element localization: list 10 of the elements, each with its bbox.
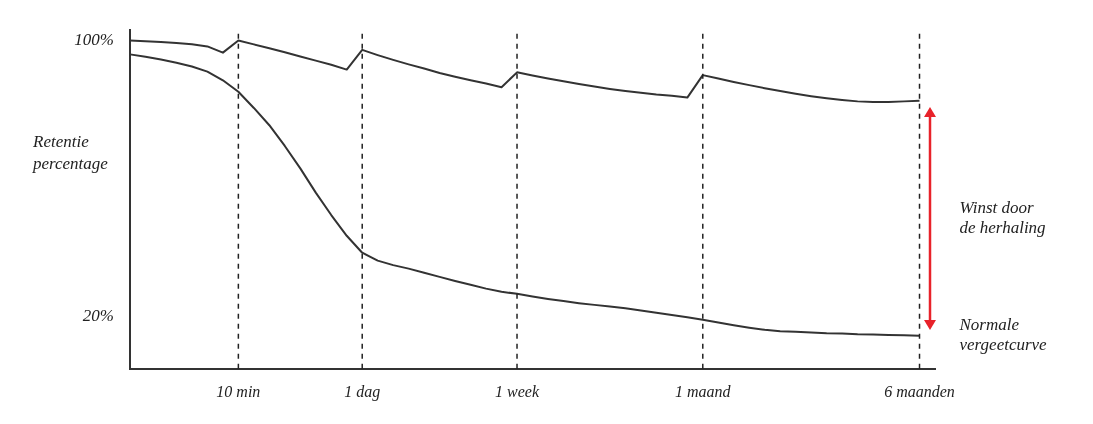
x-tick-label: 1 maand xyxy=(675,382,732,400)
y-tick-label: 100% xyxy=(74,30,114,50)
text: Normale vergeetcurve xyxy=(958,315,1048,355)
x-tick-label: 10 min xyxy=(216,382,261,400)
x-tick-label: 6 maanden xyxy=(884,382,955,400)
x-tick-label: 1 dag xyxy=(344,382,381,401)
text: Winst door de herhaling xyxy=(959,197,1046,237)
y-tick-label: 20% xyxy=(82,306,114,326)
x-tick-label: 1 week xyxy=(495,382,540,400)
y-axis-title: Retentie percentage xyxy=(32,132,109,174)
